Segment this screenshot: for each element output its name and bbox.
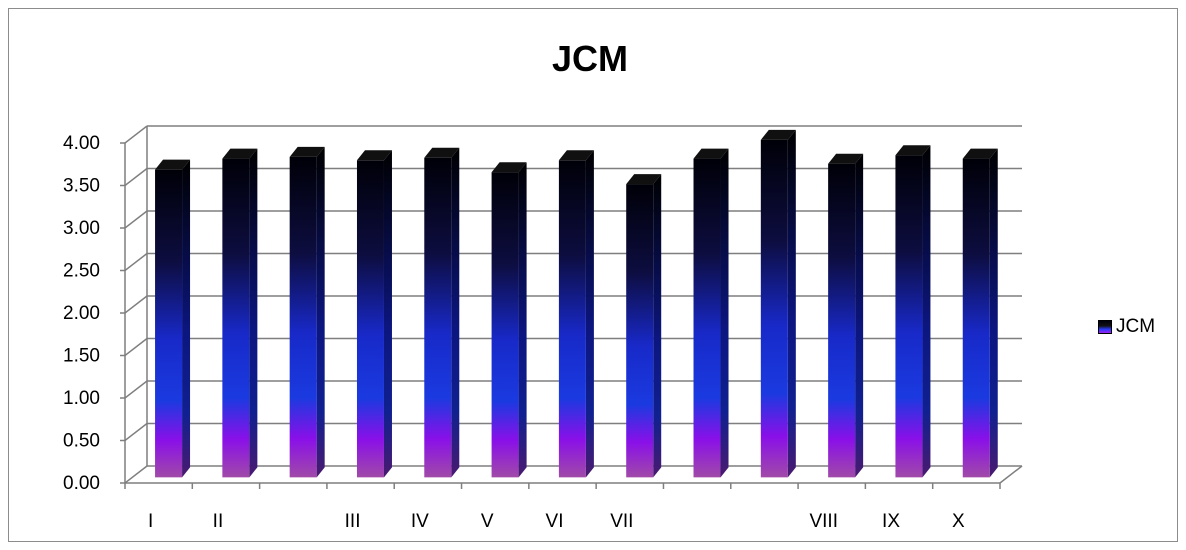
bar-front [626, 184, 654, 478]
bar [962, 148, 998, 478]
legend: JCM [1098, 316, 1155, 338]
bar-top [424, 147, 460, 158]
bar [760, 129, 796, 478]
bar-front [693, 158, 721, 478]
y-tick-label: 2.00 [63, 303, 100, 324]
chart-title: JCM [551, 38, 628, 79]
x-tick-label: I [148, 511, 153, 532]
y-tick-label: 3.50 [63, 176, 100, 197]
x-tick-label: IX [882, 511, 900, 532]
x-tick-label: VII [610, 511, 633, 532]
y-tick-label: 3.00 [63, 218, 100, 239]
floor-right-edge [999, 465, 1023, 484]
legend-swatch [1098, 320, 1112, 334]
bar [558, 150, 594, 478]
bar-side [653, 174, 662, 478]
x-tick-labels: I II III IV V VI VII VIII IX X [148, 511, 965, 532]
bar-top [558, 150, 594, 161]
bar-side [720, 148, 729, 478]
bar-front [356, 160, 384, 478]
bar [222, 148, 258, 478]
bar [155, 159, 191, 478]
bar-top [828, 153, 864, 164]
bar-side [518, 162, 527, 478]
bar-front [289, 156, 317, 478]
bar-side [989, 148, 998, 478]
bar [895, 145, 931, 478]
bar-top [962, 148, 998, 159]
gridline-side [124, 252, 148, 272]
gridline-side [124, 125, 148, 144]
bar-front [155, 169, 183, 478]
bar-side [922, 145, 931, 478]
x-tick-label: X [952, 511, 965, 532]
bars [155, 129, 998, 478]
gridline-side [124, 167, 148, 187]
bar [626, 174, 662, 478]
bar [693, 148, 729, 478]
y-tick-label: 0.50 [63, 431, 100, 452]
bar-front [895, 155, 923, 478]
bar-side [316, 146, 325, 478]
bar-side [383, 150, 392, 478]
gridline-side [124, 380, 148, 399]
bar-top [693, 148, 729, 159]
bar-top [155, 159, 191, 170]
bar-front [491, 172, 519, 478]
bar-front [828, 163, 856, 478]
legend-label: JCM [1116, 316, 1156, 337]
x-tick-label: V [481, 511, 494, 532]
bar-top [895, 145, 931, 156]
bar [356, 150, 392, 478]
axis [120, 126, 1023, 489]
bar-top [626, 174, 662, 185]
bar-top [760, 129, 796, 140]
gridline-side [124, 337, 148, 357]
y-tick-label: 1.50 [63, 346, 100, 367]
x-tick-label: IV [411, 511, 429, 532]
x-tick-label: VIII [809, 511, 838, 532]
bar-front [558, 160, 586, 478]
bar-side [855, 153, 864, 478]
bar [289, 146, 325, 478]
bar-front [962, 158, 990, 478]
bar-top [222, 148, 258, 159]
bar-side [451, 147, 460, 478]
y-tick-label: 2.50 [63, 261, 100, 282]
bar-top [356, 150, 392, 161]
bar-top [289, 146, 325, 157]
y-tick-label: 4.00 [63, 133, 100, 154]
bar-top [491, 162, 527, 173]
y-tick-label: 0.00 [63, 473, 100, 494]
x-tick-label: VI [546, 511, 564, 532]
x-tick-label: II [213, 511, 224, 532]
bar [424, 147, 460, 478]
bar [491, 162, 527, 478]
x-tick-label: III [345, 511, 361, 532]
gridline-side [124, 210, 148, 229]
bar-front [424, 157, 452, 478]
y-tick-labels: 0.00 0.50 1.00 1.50 2.00 2.50 3.00 3.50 4.00 [63, 133, 100, 494]
bar-front [222, 158, 250, 478]
bar-side [182, 159, 191, 478]
gridline-side [124, 465, 148, 484]
bar-side [249, 148, 258, 478]
bar-front [760, 139, 788, 478]
bar-side [585, 150, 594, 478]
bar [828, 153, 864, 478]
y-tick-label: 1.00 [63, 388, 100, 409]
bar-side [787, 129, 796, 478]
gridline-side [124, 422, 148, 442]
gridline-side [124, 295, 148, 314]
